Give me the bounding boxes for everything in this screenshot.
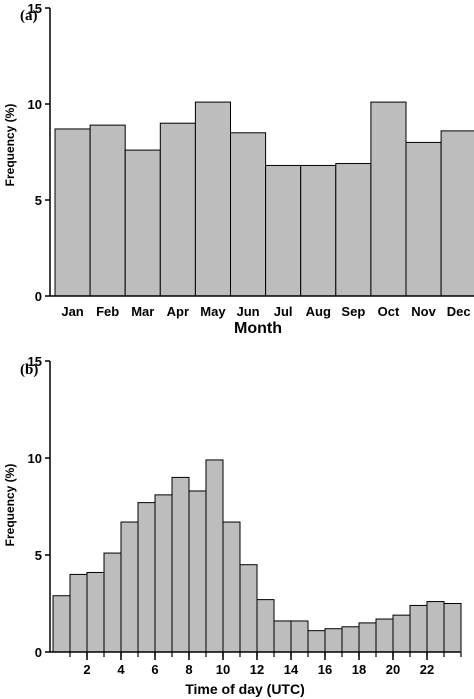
bar-hour-16: [324, 628, 343, 653]
panel-a-x-tick-label-apr: Apr: [167, 304, 189, 319]
panel-a-x-tick-label-jul: Jul: [274, 304, 293, 319]
bar-aug: [300, 164, 337, 297]
bar-hour-9: [205, 459, 224, 653]
panel-b-y-tick-label: 5: [35, 548, 42, 563]
bar-hour-17: [341, 626, 360, 653]
panel-b-x-axis-title: Time of day (UTC): [185, 681, 305, 697]
panel-a-x-tick-label-jun: Jun: [236, 304, 259, 319]
bar-oct: [370, 101, 407, 297]
bar-hour-11: [239, 564, 258, 653]
panel-b-label: (b): [20, 362, 38, 378]
panel-a-y-tick-label: 0: [35, 289, 42, 304]
bar-hour-10: [222, 521, 241, 653]
bar-mar: [124, 149, 161, 297]
bar-feb: [89, 124, 126, 297]
panel-a-y-tick-label: 5: [35, 193, 42, 208]
bar-dec: [440, 130, 474, 297]
bar-hour-3: [103, 552, 122, 653]
panel-a-label: (a): [20, 8, 38, 24]
panel-b-x-tick-label-20: 20: [386, 662, 400, 677]
panel-a-x-tick-label-oct: Oct: [378, 304, 400, 319]
panel-a-y-tick-label: 10: [28, 97, 42, 112]
panel-b-x-tick-label-16: 16: [318, 662, 332, 677]
bar-hour-4: [120, 521, 139, 653]
panel-a-x-tick-label-aug: Aug: [306, 304, 331, 319]
bar-hour-2: [86, 571, 105, 653]
bar-hour-22: [426, 601, 445, 653]
panel-a-y-tick-label: 15: [28, 1, 42, 16]
bar-hour-5: [137, 502, 156, 653]
bar-hour-19: [375, 618, 394, 653]
bar-jul: [265, 164, 302, 297]
panel-b-x-tick-label-6: 6: [151, 662, 158, 677]
panel-b-x-tick-label-4: 4: [117, 662, 125, 677]
bar-hour-12: [256, 599, 275, 653]
panel-b-x-tick-label-12: 12: [250, 662, 264, 677]
panel-b-x-tick-label-22: 22: [420, 662, 434, 677]
bar-hour-13: [273, 620, 292, 653]
panel-a-x-tick-label-mar: Mar: [131, 304, 154, 319]
panel-b-x-tick-label-2: 2: [83, 662, 90, 677]
bar-hour-6: [154, 494, 173, 653]
bar-hour-0: [52, 595, 71, 653]
panel-b-y-tick-label: 15: [28, 354, 42, 369]
panel-a-x-tick-label-sep: Sep: [341, 304, 365, 319]
bar-jan: [54, 128, 91, 297]
panel-b-y-tick-label: 0: [35, 645, 42, 660]
bar-apr: [159, 122, 196, 297]
bar-hour-18: [358, 622, 377, 653]
bar-hour-23: [443, 603, 462, 653]
panel-b-y-axis-title: Frequency (%): [3, 464, 17, 547]
bar-sep: [335, 163, 372, 297]
panel-a-x-tick-label-feb: Feb: [96, 304, 119, 319]
panel-a-x-tick-label-jan: Jan: [61, 304, 83, 319]
panel-a-y-axis-title: Frequency (%): [3, 104, 17, 187]
bar-hour-1: [69, 573, 88, 653]
bar-hour-21: [409, 604, 428, 653]
bar-hour-15: [307, 630, 326, 653]
panel-a-x-tick-label-nov: Nov: [411, 304, 436, 319]
bar-hour-7: [171, 476, 190, 653]
panel-a-x-tick-label-dec: Dec: [447, 304, 471, 319]
bar-may: [194, 101, 231, 297]
panel-b-y-tick-label: 10: [28, 451, 42, 466]
bar-hour-14: [290, 620, 309, 653]
panel-b-x-tick-label-10: 10: [216, 662, 230, 677]
panel-b-x-tick-label-8: 8: [185, 662, 192, 677]
bar-hour-20: [392, 614, 411, 653]
bar-nov: [405, 141, 442, 297]
panel-b-x-tick-label-14: 14: [284, 662, 299, 677]
panel-a-x-axis-title: Month: [234, 320, 282, 337]
panel-b-x-tick-label-18: 18: [352, 662, 366, 677]
panel-a-x-tick-label-may: May: [200, 304, 226, 319]
panel-a-month: (a) Frequency (%) Month 0 5 10 15 Jan Feb Mar…: [3, 1, 474, 337]
bar-jun: [230, 132, 267, 297]
panel-b-time-of-day: (b) Frequency (%) Time of day (UTC) 0 5 10…: [3, 354, 462, 697]
bar-hour-8: [188, 490, 207, 653]
